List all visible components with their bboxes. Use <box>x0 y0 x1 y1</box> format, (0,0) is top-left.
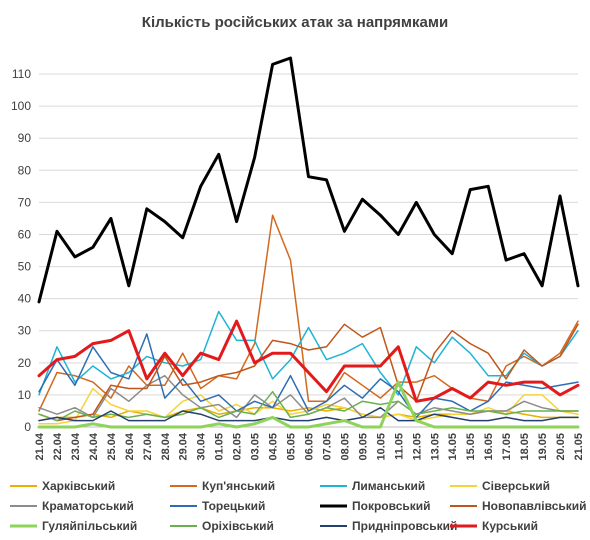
x-tick-label: 27.04 <box>142 432 154 460</box>
legend-label: Курський <box>482 519 538 533</box>
legend-label: Краматорський <box>42 499 134 513</box>
x-tick-label: 15.05 <box>465 433 477 461</box>
x-tick-label: 18.05 <box>519 433 531 461</box>
legend-label: Харківський <box>42 479 115 493</box>
x-tick-label: 04.05 <box>268 433 280 461</box>
y-tick-label: 90 <box>18 131 32 145</box>
x-tick-label: 21.04 <box>34 432 46 460</box>
legend-label: Новопавлівський <box>482 499 587 513</box>
y-tick-label: 0 <box>24 420 31 434</box>
x-tick-label: 06.05 <box>304 433 316 461</box>
series-line-11 <box>38 406 579 422</box>
x-tick-label: 01.05 <box>214 433 226 461</box>
series-line-3 <box>38 310 579 396</box>
x-tick-label: 19.05 <box>537 433 549 461</box>
x-tick-label: 12.05 <box>411 433 423 461</box>
series-line-10 <box>38 390 579 422</box>
legend-item: Торецький <box>170 499 265 513</box>
legend-item: Курський <box>450 519 538 533</box>
plot-area <box>37 56 580 429</box>
series-line-8 <box>38 323 579 422</box>
x-tick-label: 30.04 <box>196 432 208 460</box>
x-tick-label: 21.05 <box>573 433 585 461</box>
y-tick-label: 40 <box>18 292 32 306</box>
legend-label: Торецький <box>202 499 265 513</box>
legend-item: Краматорський <box>10 499 134 513</box>
legend-item: Харківський <box>10 479 115 493</box>
y-tick-label: 30 <box>18 324 32 338</box>
y-tick-label: 110 <box>12 67 31 81</box>
series-line-2 <box>38 214 579 412</box>
legend-label: Придніпровський <box>352 519 457 533</box>
y-tick-label: 80 <box>18 163 32 177</box>
x-tick-label: 05.05 <box>286 433 298 461</box>
x-tick-label: 22.04 <box>52 432 64 460</box>
legend: Харківський Куп'янський Лиманський Сіверськ… <box>10 479 587 533</box>
x-tick-label: 11.05 <box>393 433 405 460</box>
x-tick-label: 08.05 <box>339 433 351 461</box>
series-line-6 <box>38 333 579 419</box>
x-tick-label: 24.04 <box>88 432 100 460</box>
x-tick-label: 10.05 <box>375 433 387 461</box>
legend-label: Гуляйпільський <box>42 519 137 533</box>
legend-label: Куп'янський <box>202 479 275 493</box>
chart-title: Кількість російських атак за напрямками <box>142 14 448 31</box>
x-tick-label: 16.05 <box>483 433 495 461</box>
y-tick-label: 60 <box>18 227 32 241</box>
y-tick-label: 50 <box>18 260 32 274</box>
legend-item: Покровський <box>320 499 431 513</box>
y-tick-label: 70 <box>18 195 32 209</box>
y-tick-label: 20 <box>18 356 32 370</box>
legend-item: Лиманський <box>320 479 425 493</box>
legend-item: Новопавлівський <box>450 499 587 513</box>
x-tick-label: 03.05 <box>250 433 262 461</box>
legend-label: Оріхівський <box>202 519 274 533</box>
x-tick-label: 09.05 <box>357 433 369 461</box>
x-tick-label: 07.05 <box>321 433 333 461</box>
legend-label: Сіверський <box>482 479 550 493</box>
legend-item: Куп'янський <box>170 479 275 493</box>
series-line-7 <box>37 56 580 304</box>
x-tick-label: 23.04 <box>70 432 82 460</box>
x-tick-label: 29.04 <box>178 432 190 460</box>
legend-label: Покровський <box>352 499 431 513</box>
x-axis: 21.04 22.04 23.04 24.04 25.04 26.04 27.04 28.04… <box>34 432 585 460</box>
y-tick-label: 100 <box>11 99 31 113</box>
legend-item: Сіверський <box>450 479 550 493</box>
x-tick-label: 25.04 <box>106 432 118 460</box>
legend-label: Лиманський <box>352 479 425 493</box>
y-axis: 0 10 20 30 40 50 60 70 80 90 100 110 <box>11 67 31 434</box>
series-line-9 <box>37 380 580 429</box>
legend-item: Придніпровський <box>320 519 457 533</box>
x-tick-label: 20.05 <box>555 433 567 461</box>
legend-item: Гуляйпільський <box>10 519 137 533</box>
x-tick-label: 28.04 <box>160 432 172 460</box>
x-tick-label: 26.04 <box>124 432 136 460</box>
x-tick-label: 02.05 <box>232 433 244 461</box>
series-line-12 <box>37 319 580 403</box>
x-tick-label: 14.05 <box>447 433 459 461</box>
x-tick-label: 13.05 <box>429 433 441 461</box>
y-tick-label: 10 <box>18 388 32 402</box>
legend-item: Оріхівський <box>170 519 274 533</box>
x-tick-label: 17.05 <box>501 433 513 461</box>
